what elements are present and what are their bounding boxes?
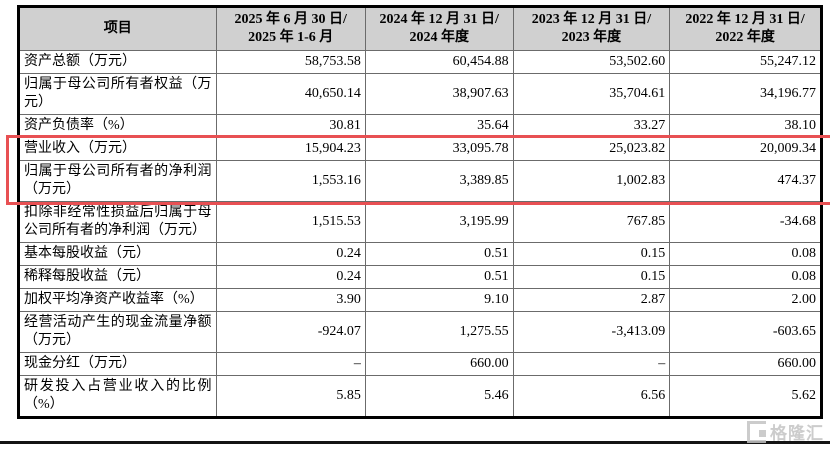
value-cell: 0.51 [364, 265, 514, 289]
header-line: 2024 年 12 月 31 日/ [379, 12, 499, 27]
value-cell: 5.46 [364, 375, 514, 418]
row-label: 归属于母公司所有者权益（万元） [18, 73, 217, 115]
row-label: 加权平均净资产收益率（%） [18, 288, 217, 312]
header-line: 2025 年 6 月 30 日/ [234, 12, 347, 27]
value-cell: 5.85 [215, 375, 366, 418]
row-label: 归属于母公司所有者的净利润（万元） [18, 160, 217, 202]
financial-summary-table: 项目 2025 年 6 月 30 日/ 2025 年 1-6 月 2024 年 … [17, 5, 823, 419]
value-cell: 55,247.12 [669, 50, 822, 74]
value-cell: 1,002.83 [512, 160, 671, 202]
value-cell: 6.56 [512, 375, 671, 418]
table-row: 研发投入占营业收入的比例（%） 5.85 5.46 6.56 5.62 [18, 375, 822, 418]
value-cell: 1,553.16 [215, 160, 366, 202]
row-label: 资产负债率（%） [18, 114, 217, 138]
value-cell: 767.85 [512, 201, 671, 243]
value-cell: 25,023.82 [512, 137, 671, 161]
table-row: 营业收入（万元） 15,904.23 33,095.78 25,023.82 20,00… [18, 137, 822, 161]
value-cell: 3.90 [215, 288, 366, 312]
watermark: 格隆汇 [747, 419, 824, 444]
value-cell: 53,502.60 [512, 50, 671, 74]
value-cell: 1,515.53 [215, 201, 366, 243]
value-cell: 9.10 [364, 288, 514, 312]
value-cell: 0.08 [669, 242, 822, 266]
value-cell: 20,009.34 [669, 137, 822, 161]
value-cell: 660.00 [669, 352, 822, 376]
table-row: 现金分红（万元） –660.00–660.00 [18, 352, 822, 376]
value-cell: 40,650.14 [215, 73, 366, 115]
row-label: 研发投入占营业收入的比例（%） [18, 375, 217, 418]
value-cell: 1,275.55 [364, 311, 514, 353]
value-cell: 2.87 [512, 288, 671, 312]
value-cell: -924.07 [215, 311, 366, 353]
row-label: 基本每股收益（元） [18, 242, 217, 266]
gelonghui-logo-icon [747, 420, 766, 443]
value-cell: 38,907.63 [364, 73, 514, 115]
value-cell: 0.15 [512, 242, 671, 266]
value-cell: 15,904.23 [215, 137, 366, 161]
table-row: 加权平均净资产收益率（%） 3.90 9.10 2.87 2.00 [18, 288, 822, 312]
value-cell: – [215, 352, 366, 376]
table-row: 资产总额（万元） 58,753.58 60,454.88 53,502.60 55,24… [18, 50, 822, 74]
row-label: 资产总额（万元） [18, 50, 217, 74]
value-cell: 660.00 [364, 352, 514, 376]
table-row: 基本每股收益（元） 0.24 0.51 0.15 0.08 [18, 242, 822, 266]
value-cell: -3,413.09 [512, 311, 671, 353]
header-cell-2024: 2024 年 12 月 31 日/ 2024 年度 [364, 6, 514, 51]
value-cell: 35,704.61 [512, 73, 671, 115]
header-cell-item: 项目 [18, 6, 217, 51]
row-label: 经营活动产生的现金流量净额（万元） [18, 311, 217, 353]
value-cell: 35.64 [364, 114, 514, 138]
value-cell: 34,196.77 [669, 73, 822, 115]
value-cell: 2.00 [669, 288, 822, 312]
header-line: 2025 年 1-6 月 [248, 30, 334, 45]
value-cell: 3,389.85 [364, 160, 514, 202]
value-cell: 38.10 [669, 114, 822, 138]
table-row: 归属于母公司所有者权益（万元） 40,650.14 38,907.63 35,704.… [18, 73, 822, 115]
value-cell: 60,454.88 [364, 50, 514, 74]
value-cell: 0.51 [364, 242, 514, 266]
value-cell: -603.65 [669, 311, 822, 353]
header-line: 2022 年度 [715, 30, 775, 45]
value-cell: 0.15 [512, 265, 671, 289]
value-cell: -34.68 [669, 201, 822, 243]
table-row: 经营活动产生的现金流量净额（万元） -924.07 1,275.55 -3,413.0… [18, 311, 822, 353]
header-cell-2025: 2025 年 6 月 30 日/ 2025 年 1-6 月 [215, 6, 366, 51]
bottom-divider [0, 441, 830, 444]
value-cell: 0.08 [669, 265, 822, 289]
value-cell: 58,753.58 [215, 50, 366, 74]
header-line: 项目 [103, 21, 132, 36]
header-line: 2023 年度 [561, 30, 622, 45]
header-line: 2024 年度 [409, 30, 470, 45]
header-cell-2023: 2023 年 12 月 31 日/ 2023 年度 [512, 6, 671, 51]
header-line: 2023 年 12 月 31 日/ [531, 12, 652, 27]
value-cell: 0.24 [215, 265, 366, 289]
row-label: 扣除非经常性损益后归属于母公司所有者的净利润（万元） [18, 201, 217, 243]
header-row: 项目 2025 年 6 月 30 日/ 2025 年 1-6 月 2024 年 … [18, 6, 822, 51]
value-cell: – [512, 352, 671, 376]
value-cell: 3,195.99 [364, 201, 514, 243]
row-label: 稀释每股收益（元） [18, 265, 217, 289]
table-row: 资产负债率（%） 30.81 35.64 33.27 38.10 [18, 114, 822, 138]
value-cell: 474.37 [669, 160, 822, 202]
header-line: 2022 年 12 月 31 日/ [685, 12, 805, 27]
table-row: 归属于母公司所有者的净利润（万元） 1,553.16 3,389.85 1,002.8… [18, 160, 822, 202]
value-cell: 0.24 [215, 242, 366, 266]
header-cell-2022: 2022 年 12 月 31 日/ 2022 年度 [669, 6, 822, 51]
watermark-text: 格隆汇 [770, 424, 824, 443]
row-label: 现金分红（万元） [18, 352, 217, 376]
table-row: 稀释每股收益（元） 0.24 0.51 0.15 0.08 [18, 265, 822, 289]
value-cell: 30.81 [215, 114, 366, 138]
table-row: 扣除非经常性损益后归属于母公司所有者的净利润（万元） 1,515.53 3,195.… [18, 201, 822, 243]
row-label: 营业收入（万元） [18, 137, 217, 161]
value-cell: 33,095.78 [364, 137, 514, 161]
value-cell: 5.62 [669, 375, 822, 418]
value-cell: 33.27 [512, 114, 671, 138]
